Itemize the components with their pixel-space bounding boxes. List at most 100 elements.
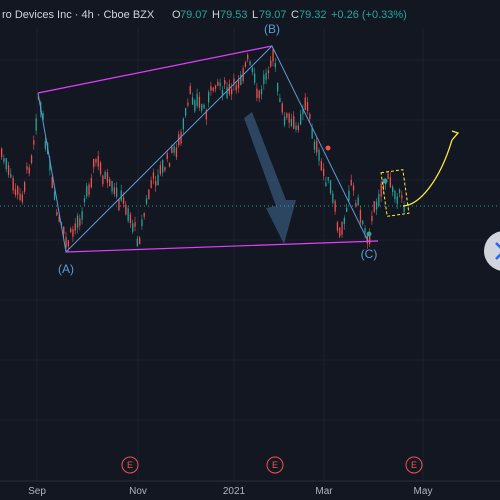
candle-body — [74, 223, 76, 231]
candle-body — [251, 68, 253, 73]
elliott-wave-path[interactable] — [37, 45, 369, 254]
candle-body — [175, 147, 178, 158]
candle-body — [134, 222, 136, 227]
candle-body — [10, 174, 12, 178]
candle-body — [332, 193, 334, 203]
candle-body — [122, 197, 125, 204]
candle-body — [327, 177, 329, 181]
candle-body — [286, 113, 288, 118]
candle-body — [369, 232, 371, 245]
candle-body — [208, 92, 210, 103]
earnings-label-oct: E — [127, 460, 133, 470]
x-tick-label: Mar — [315, 486, 333, 497]
candle-body — [58, 216, 60, 222]
candle-body — [387, 173, 389, 180]
candle-body — [240, 74, 242, 86]
candle-body — [201, 104, 203, 111]
candle-body — [336, 222, 339, 231]
candle-body — [297, 125, 299, 131]
candle-body — [106, 172, 109, 183]
down-arrow-annotation[interactable] — [244, 112, 296, 244]
candle-body — [109, 179, 111, 187]
earnings-marker-apr[interactable]: E — [405, 456, 423, 474]
candle-body — [35, 118, 37, 131]
candle-body — [231, 88, 233, 95]
candle-body — [300, 113, 302, 125]
high-value: 79.53 — [220, 9, 248, 21]
candle-body — [111, 181, 113, 192]
candle-body — [86, 185, 88, 197]
candle-body — [233, 78, 235, 85]
signal-dot-green — [382, 178, 388, 184]
consolidation-box[interactable] — [380, 169, 410, 217]
earnings-circle-apr — [405, 456, 423, 474]
candle-body — [168, 162, 171, 167]
candle-body — [42, 113, 44, 120]
candle-body — [306, 102, 309, 111]
earnings-label-jan: E — [272, 460, 278, 470]
candle-body — [205, 109, 207, 120]
candle-body — [12, 177, 14, 191]
candle-body — [295, 125, 297, 130]
candle-body — [132, 223, 134, 232]
candle-body — [313, 141, 316, 150]
candle-body — [221, 90, 224, 97]
candle-body — [93, 158, 95, 168]
candle-body — [159, 164, 161, 174]
candle-body — [120, 190, 122, 201]
candle-body — [362, 220, 364, 225]
candle-body — [102, 175, 104, 185]
candle-body — [185, 108, 187, 116]
channel-lower-line[interactable] — [65, 240, 379, 253]
earnings-marker-oct[interactable]: E — [121, 456, 139, 474]
candle-body — [203, 104, 205, 109]
candle-body — [281, 103, 283, 113]
candle-body — [267, 70, 270, 74]
candle-body — [65, 237, 67, 248]
candle-body — [63, 226, 65, 235]
candle-body — [88, 184, 90, 195]
candle-body — [244, 62, 247, 67]
close-value: 79.32 — [299, 9, 327, 21]
earnings-marker-jan[interactable]: E — [266, 456, 284, 474]
candle-body — [290, 118, 293, 126]
candle-body — [380, 183, 382, 197]
candle-body — [145, 198, 148, 204]
candle-body — [293, 116, 295, 129]
candle-body — [141, 219, 143, 227]
candle-body — [224, 80, 226, 85]
candle-body — [316, 141, 318, 153]
candle-body — [396, 196, 398, 204]
channel-upper-line[interactable] — [37, 45, 273, 94]
candle-body — [357, 197, 359, 206]
candle-body — [191, 97, 194, 105]
projection-path[interactable] — [402, 139, 453, 207]
candle-body — [17, 186, 19, 195]
candle-body — [70, 228, 72, 233]
candle-body — [270, 60, 272, 67]
candle-body — [403, 205, 405, 212]
candle-body — [237, 79, 240, 89]
low-value: 79.07 — [259, 9, 287, 21]
x-tick-label: 2021 — [223, 486, 246, 497]
candle-body — [339, 227, 341, 237]
candle-body — [341, 222, 343, 235]
candlestick-series — [1, 47, 405, 252]
candle-body — [113, 187, 115, 194]
earnings-label-apr: E — [411, 460, 417, 470]
candle-body — [217, 81, 219, 86]
candle-body — [256, 88, 258, 98]
scroll-to-realtime-button[interactable] — [484, 231, 500, 271]
candle-body — [198, 96, 201, 108]
candle-body — [148, 189, 150, 200]
scroll-button-bg — [484, 231, 500, 271]
candle-body — [53, 191, 56, 200]
candle-body — [104, 171, 106, 180]
candle-body — [116, 187, 118, 197]
low-label: L — [252, 9, 258, 21]
candle-body — [7, 165, 10, 175]
candle-body — [189, 86, 191, 95]
candle-body — [1, 148, 3, 158]
candle-body — [129, 214, 132, 224]
